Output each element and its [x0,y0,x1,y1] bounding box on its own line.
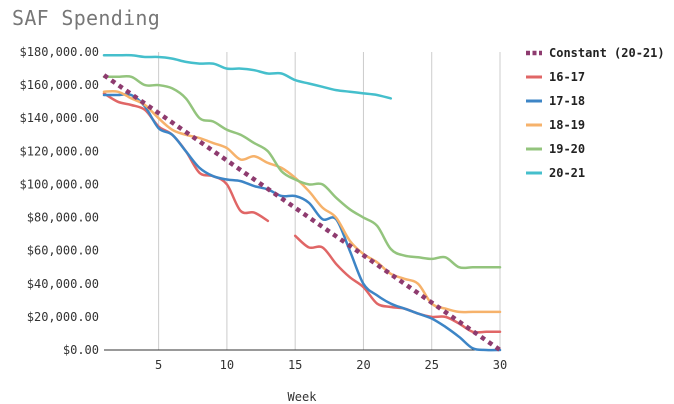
x-axis: 5 10 15 20 25 30 [104,349,507,372]
chart-title: SAF Spending [12,6,161,30]
series-line-19-20 [102,74,502,270]
x-tick-label: 30 [493,358,507,372]
legend-item-17-18: 17-18 [526,94,585,108]
legend-item-19-20: 19-20 [526,142,585,156]
y-tick-label: $180,000.00 [20,45,99,59]
y-tick-label: $80,000.00 [27,211,99,225]
x-tick-label: 10 [220,358,234,372]
legend-item-20-21: 20-21 [526,166,585,180]
legend-label: 19-20 [549,142,585,156]
series-lines [102,53,502,352]
series-line-17-18 [102,92,502,352]
grid-lines [158,52,501,350]
legend-label: 17-18 [549,94,585,108]
x-tick-label: 25 [424,358,438,372]
series-line-20-21 [102,53,393,100]
legend-label: 20-21 [549,166,585,180]
y-tick-label: $0.00 [63,343,99,357]
y-tick-label: $120,000.00 [20,144,99,158]
legend-label: Constant (20-21) [549,46,665,60]
y-tick-label: $40,000.00 [27,277,99,291]
series-line-16-17 [293,234,502,334]
y-tick-label: $60,000.00 [27,244,99,258]
series-line-18-19 [102,89,502,314]
x-tick-label: 15 [288,358,302,372]
legend-label: 18-19 [549,118,585,132]
legend-item-18-19: 18-19 [526,118,585,132]
x-axis-label: Week [288,390,318,404]
legend-label: 16-17 [549,70,585,84]
y-tick-label: $20,000.00 [27,310,99,324]
x-tick-label: 20 [356,358,370,372]
y-tick-label: $160,000.00 [20,78,99,92]
legend-item-constant-20-21: Constant (20-21) [526,46,665,60]
y-axis: $0.00 $20,000.00 $40,000.00 $60,000.00 $80,0… [20,45,99,357]
series-line-16-17 [102,92,270,223]
y-tick-label: $100,000.00 [20,177,99,191]
x-tick-label: 5 [155,358,162,372]
y-tick-label: $140,000.00 [20,111,99,125]
legend-item-16-17: 16-17 [526,70,585,84]
legend: Constant (20-21) 16-17 17-18 18-19 19-20 20-2… [526,46,665,180]
